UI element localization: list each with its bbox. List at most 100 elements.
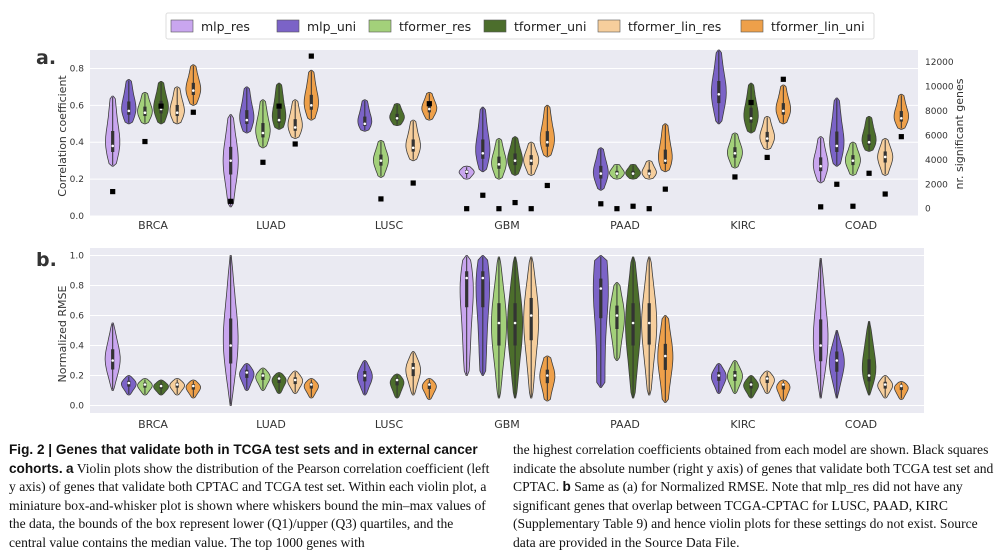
figure-2: mlp_res mlp_uni tformer_res tformer_uni tfor… bbox=[36, 12, 966, 431]
median-tformer_res bbox=[379, 159, 383, 162]
median-mlp_uni bbox=[717, 374, 721, 377]
box-mlp_res bbox=[111, 130, 115, 152]
gene-count-marker-tformer_res bbox=[496, 206, 502, 212]
median-mlp_uni bbox=[127, 109, 131, 113]
legend-label-mlp_res: mlp_res bbox=[201, 19, 250, 34]
median-mlp_uni bbox=[481, 151, 485, 155]
panel-a-y-label: Correlation coefficient bbox=[56, 75, 69, 197]
box-mlp_uni bbox=[599, 278, 603, 319]
box-tformer_lin_uni bbox=[899, 111, 903, 122]
plot-area bbox=[90, 50, 918, 216]
median-mlp_uni bbox=[363, 122, 367, 126]
gene-count-marker-tformer_lin_uni bbox=[190, 109, 196, 115]
median-tformer_lin_res bbox=[647, 172, 651, 175]
category-label: BRCA bbox=[138, 219, 168, 232]
box-tformer_lin_uni bbox=[781, 383, 785, 390]
box-tformer_res bbox=[497, 156, 501, 169]
median-tformer_res bbox=[733, 374, 737, 377]
box-mlp_uni bbox=[245, 369, 249, 378]
gene-count-marker-tformer_res bbox=[732, 174, 738, 180]
median-mlp_uni bbox=[127, 381, 131, 385]
caption-left-text: Violin plots show the distribution of th… bbox=[9, 460, 490, 550]
gene-count-marker-tformer_lin_uni bbox=[426, 101, 432, 107]
y-tick-label: 0.8 bbox=[70, 64, 85, 74]
median-tformer_lin_uni bbox=[428, 383, 431, 386]
median-tformer_res bbox=[615, 172, 619, 175]
box-tformer_uni bbox=[513, 303, 517, 346]
box-tformer_res bbox=[615, 305, 619, 329]
category-label: LUAD bbox=[256, 219, 286, 232]
median-tformer_lin_res bbox=[175, 383, 179, 386]
box-tformer_lin_uni bbox=[427, 382, 431, 389]
panel-a-y2-label: nr. significant genes bbox=[953, 78, 966, 189]
box-tformer_lin_res bbox=[411, 363, 415, 377]
box-tformer_lin_uni bbox=[545, 131, 549, 147]
panel-b-letter: b. bbox=[36, 249, 57, 271]
category-label: PAAD bbox=[610, 418, 640, 431]
gene-count-marker-mlp_uni bbox=[598, 201, 604, 207]
panel-a-correlation-chart: 0.0 0.2 0.4 0.6 0.8 0 2000 4000 6000 8000 10000 120… bbox=[70, 49, 954, 232]
gene-count-marker-mlp_res bbox=[818, 204, 824, 210]
median-tformer_lin_uni bbox=[782, 383, 785, 386]
median-tformer_res bbox=[261, 374, 265, 377]
box-tformer_uni bbox=[867, 359, 871, 382]
legend-label-tformer_lin_res: tformer_lin_res bbox=[628, 19, 721, 34]
legend-swatch-tformer_res bbox=[368, 19, 392, 33]
box-tformer_uni bbox=[277, 109, 281, 123]
median-tformer_lin_uni bbox=[310, 383, 313, 386]
gene-count-marker-tformer_uni bbox=[630, 203, 636, 209]
box-tformer_lin_res bbox=[529, 297, 533, 341]
gene-count-marker-tformer_lin_uni bbox=[544, 182, 550, 189]
median-tformer_res bbox=[851, 159, 855, 162]
median-tformer_lin_res bbox=[411, 366, 415, 370]
median-tformer_uni bbox=[277, 118, 281, 122]
box-mlp_res bbox=[819, 157, 823, 172]
box-tformer_res bbox=[143, 106, 147, 117]
median-mlp_res bbox=[229, 344, 232, 347]
box-tformer_lin_uni bbox=[309, 94, 313, 110]
median-mlp_res bbox=[465, 276, 468, 280]
box-tformer_lin_uni bbox=[781, 103, 785, 115]
gene-count-marker-tformer_lin_res bbox=[764, 154, 770, 161]
median-tformer_uni bbox=[631, 172, 635, 175]
median-tformer_lin_res bbox=[529, 159, 533, 162]
gene-count-marker-tformer_lin_uni bbox=[662, 186, 668, 192]
caption-title: Fig. 2 | Genes that validate both in TCG… bbox=[9, 442, 478, 476]
median-mlp_uni bbox=[245, 118, 249, 122]
y2-tick-label: 2000 bbox=[925, 180, 948, 190]
median-mlp_uni bbox=[481, 276, 485, 280]
box-mlp_uni bbox=[363, 116, 367, 126]
median-tformer_res bbox=[261, 131, 265, 135]
median-tformer_lin_uni bbox=[782, 109, 785, 113]
median-tformer_uni bbox=[631, 321, 635, 325]
gene-count-marker-tformer_uni bbox=[158, 103, 164, 109]
median-tformer_lin_uni bbox=[900, 116, 903, 120]
category-label: PAAD bbox=[610, 219, 640, 232]
median-tformer_res bbox=[615, 314, 619, 317]
legend-swatch-tformer_uni bbox=[483, 19, 507, 33]
gene-count-marker-tformer_lin_uni bbox=[898, 134, 904, 140]
plot-area bbox=[90, 248, 924, 413]
category-label: COAD bbox=[845, 418, 877, 431]
median-mlp_uni bbox=[599, 287, 603, 290]
gene-count-marker-tformer_uni bbox=[866, 170, 872, 176]
gene-count-marker-mlp_res bbox=[464, 206, 470, 212]
gene-count-marker-tformer_uni bbox=[512, 199, 518, 206]
box-mlp_uni bbox=[481, 271, 485, 308]
category-label: KIRC bbox=[730, 219, 756, 232]
gene-count-marker-mlp_uni bbox=[480, 192, 486, 198]
y-tick-label: 0.6 bbox=[70, 101, 85, 111]
median-tformer_lin_uni bbox=[664, 354, 667, 358]
y-tick-label: 0.4 bbox=[70, 342, 85, 352]
category-label: KIRC bbox=[730, 418, 756, 431]
box-tformer_res bbox=[261, 123, 265, 138]
median-tformer_uni bbox=[513, 159, 517, 162]
median-tformer_res bbox=[143, 383, 147, 386]
box-mlp_uni bbox=[481, 139, 485, 159]
median-mlp_uni bbox=[835, 359, 839, 362]
box-mlp_res bbox=[819, 319, 823, 362]
legend: mlp_res mlp_uni tformer_res tformer_uni tfor… bbox=[165, 12, 875, 40]
y2-tick-label: 6000 bbox=[925, 131, 948, 141]
median-tformer_uni bbox=[395, 378, 399, 382]
gene-count-marker-tformer_lin_res bbox=[410, 180, 416, 186]
